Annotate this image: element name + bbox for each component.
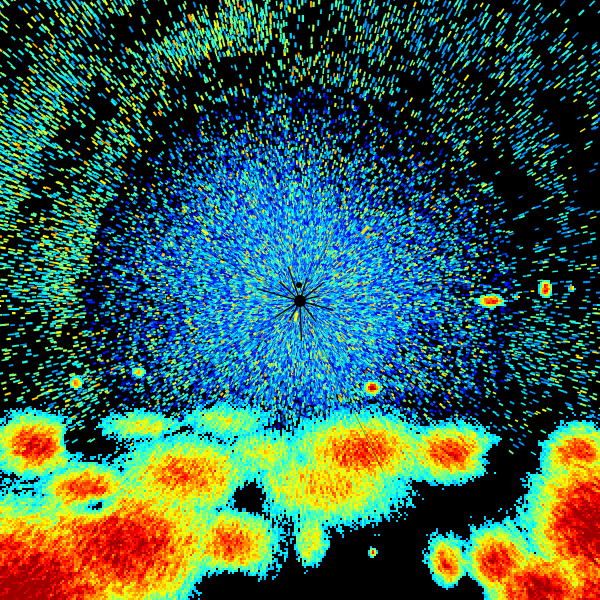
radar-display xyxy=(0,0,600,600)
radar-reflectivity-canvas xyxy=(0,0,600,600)
